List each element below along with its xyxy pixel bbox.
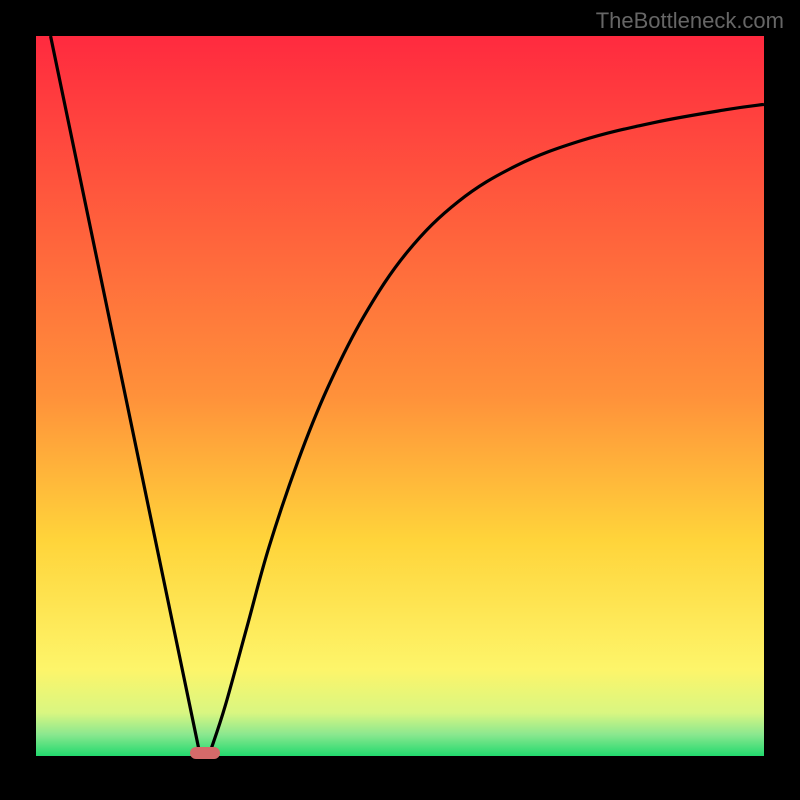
curve-svg	[0, 0, 800, 800]
min-marker	[190, 747, 220, 759]
chart-container: TheBottleneck.com	[0, 0, 800, 800]
watermark-text: TheBottleneck.com	[596, 8, 784, 34]
curve-path	[51, 36, 764, 750]
